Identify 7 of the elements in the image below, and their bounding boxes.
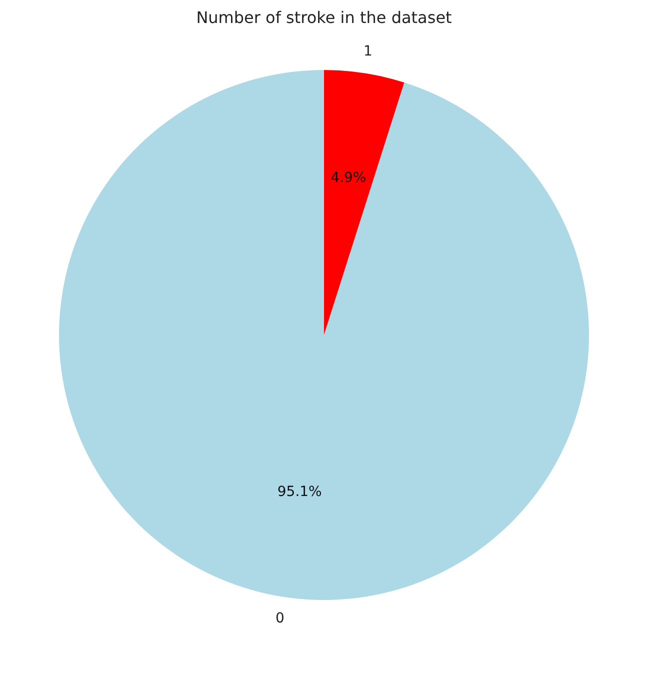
pie-slice <box>324 70 404 335</box>
pie-slice <box>59 70 589 600</box>
data-label: 95.1% <box>277 484 322 500</box>
data-label: 4.9% <box>330 170 366 186</box>
chart-title: Number of stroke in the dataset <box>196 8 452 27</box>
slice-label: 1 <box>364 43 372 60</box>
slice-label: 0 <box>276 610 284 627</box>
